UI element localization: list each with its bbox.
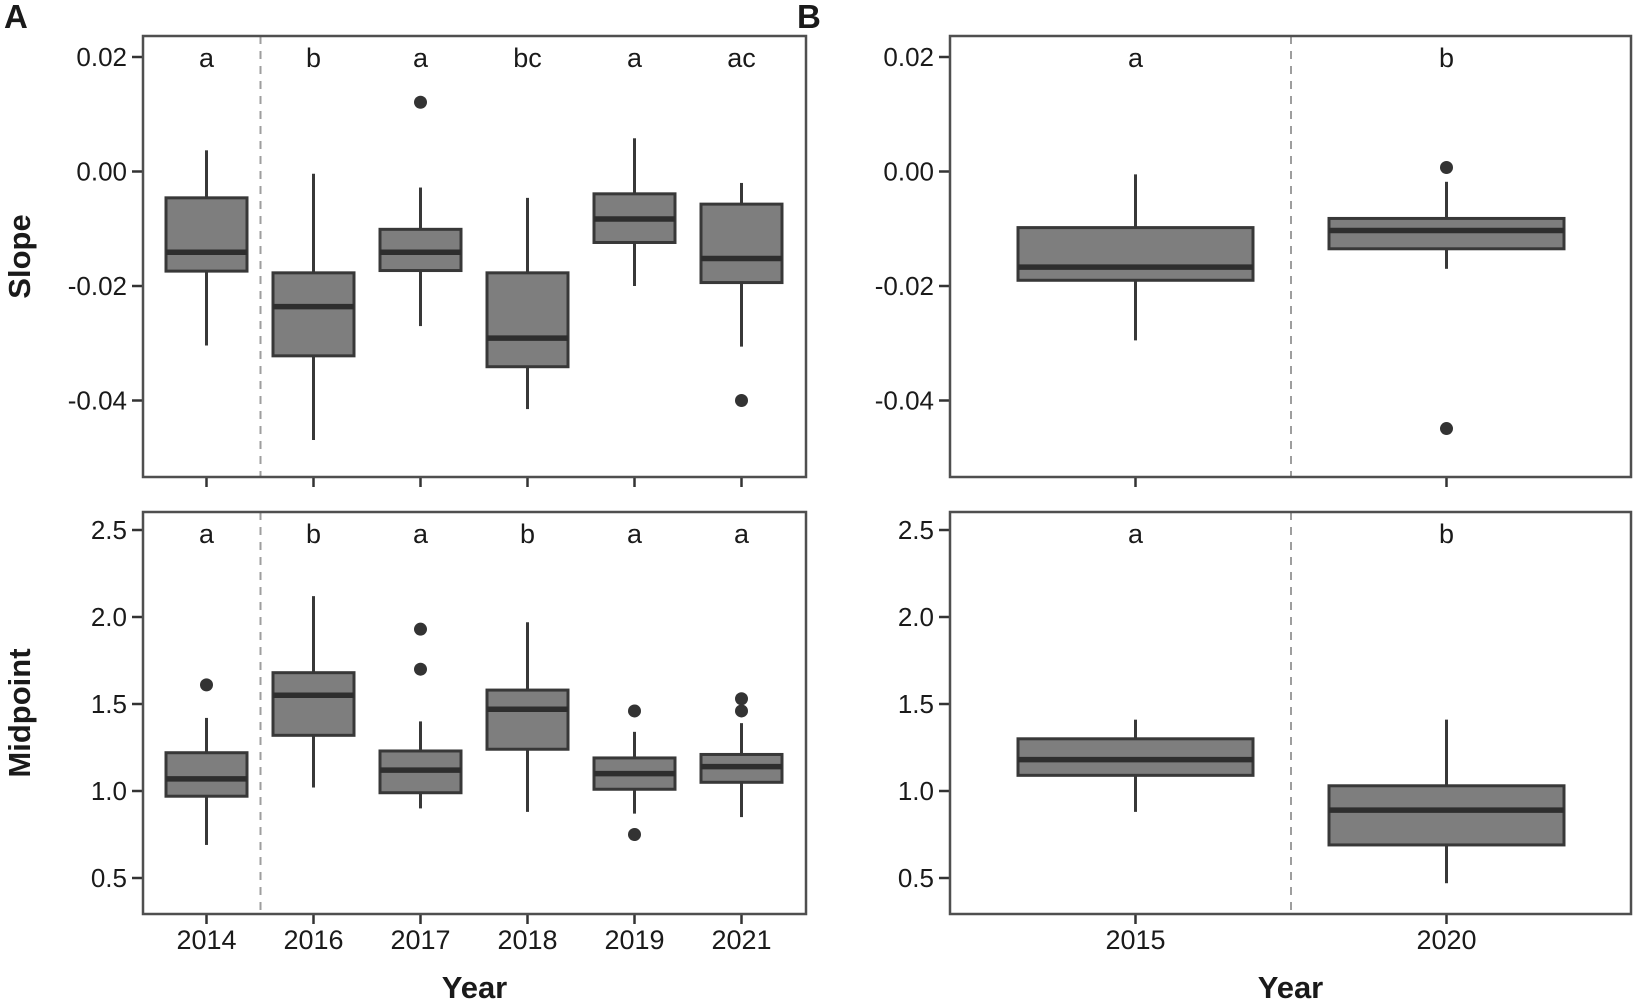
- outlier-point: [1440, 422, 1453, 436]
- box-rect: [164, 751, 249, 798]
- outlier-point: [735, 704, 748, 718]
- y-tick-label: 0.02: [883, 42, 934, 72]
- sig-letter: b: [306, 519, 321, 549]
- outlier-point: [414, 662, 427, 676]
- panel-b-slope-plot: 0.02 0.00 -0.02 -0.04 a b: [875, 34, 1633, 487]
- outlier-point: [414, 622, 427, 636]
- y-tick-label: -0.04: [875, 386, 934, 416]
- sig-letter: b: [520, 519, 535, 549]
- x-tick-label: 2017: [390, 925, 450, 955]
- sig-letter: ac: [727, 43, 756, 73]
- y-tick-label: 1.0: [91, 776, 127, 806]
- outlier-point: [414, 95, 427, 109]
- y-tick-label: 1.5: [91, 689, 127, 719]
- outlier-point: [200, 678, 213, 692]
- panel-b-midpoint-plot: 2.5 2.0 1.5 1.0 0.5 2015 a 2020 b: [898, 510, 1633, 955]
- panel-border: [948, 34, 1633, 479]
- sig-letter: b: [1439, 43, 1454, 73]
- x-tick-label: 2014: [176, 925, 236, 955]
- y-tick-label: 2.5: [91, 515, 127, 545]
- box-rect: [699, 202, 784, 285]
- box-rect: [1327, 216, 1566, 251]
- y-tick-label: 2.0: [898, 602, 934, 632]
- box-rect: [271, 671, 356, 737]
- sig-letter: b: [306, 43, 321, 73]
- panel-border: [141, 510, 808, 916]
- sig-letter: bc: [513, 43, 542, 73]
- box-rect: [164, 196, 249, 273]
- outlier-point: [1440, 160, 1453, 174]
- y-tick-label: -0.02: [875, 271, 934, 301]
- x-tick-label: 2015: [1105, 925, 1165, 955]
- x-tick-label: 2021: [711, 925, 771, 955]
- y-tick-label: 0.00: [883, 157, 934, 187]
- box-rect: [485, 271, 570, 369]
- y-axis-title-slope: Slope: [2, 214, 37, 298]
- panel-a-slope-plot: 0.02 0.00 -0.02 -0.04 a b a bc a ac: [68, 34, 808, 487]
- y-tick-label: -0.02: [68, 271, 127, 301]
- y-tick-label: 1.0: [898, 776, 934, 806]
- sig-letter: a: [199, 43, 215, 73]
- panel-border: [141, 34, 808, 479]
- y-tick-label: 0.02: [76, 42, 127, 72]
- box-rect: [271, 271, 356, 358]
- sig-letter: a: [199, 519, 215, 549]
- panel-border: [948, 510, 1633, 916]
- box-rect: [1327, 784, 1566, 847]
- box-rect: [1016, 226, 1255, 282]
- panel-a-midpoint-plot: 2.5 2.0 1.5 1.0 0.5 2014 a 2016 b 2017 a 2018 b 2019 a…: [91, 510, 808, 955]
- y-tick-label: 0.5: [898, 863, 934, 893]
- sig-letter: a: [413, 519, 429, 549]
- x-axis-title-a: Year: [442, 970, 508, 1002]
- x-axis-title-b: Year: [1258, 970, 1324, 1002]
- y-tick-label: 0.00: [76, 157, 127, 187]
- panel-b-tag: B: [797, 0, 821, 35]
- sig-letter: a: [413, 43, 429, 73]
- y-tick-label: 0.5: [91, 863, 127, 893]
- panel-background: [143, 36, 806, 477]
- y-tick-label: 1.5: [898, 689, 934, 719]
- sig-letter: a: [627, 43, 643, 73]
- panel-background: [143, 512, 806, 914]
- y-tick-label: 2.5: [898, 515, 934, 545]
- box-rect: [485, 688, 570, 751]
- x-tick-label: 2020: [1416, 925, 1476, 955]
- y-tick-label: 2.0: [91, 602, 127, 632]
- outlier-point: [735, 692, 748, 706]
- panel-a-tag: A: [4, 0, 28, 35]
- outlier-point: [628, 828, 641, 841]
- x-tick-label: 2018: [497, 925, 557, 955]
- sig-letter: a: [1128, 519, 1144, 549]
- outlier-point: [628, 704, 641, 718]
- sig-letter: b: [1439, 519, 1454, 549]
- x-tick-label: 2016: [283, 925, 343, 955]
- y-tick-label: -0.04: [68, 386, 127, 416]
- sig-letter: a: [734, 519, 750, 549]
- sig-letter: a: [1128, 43, 1144, 73]
- y-axis-title-midpoint: Midpoint: [2, 648, 37, 777]
- sig-letter: a: [627, 519, 643, 549]
- x-tick-label: 2019: [604, 925, 664, 955]
- outlier-point: [735, 394, 748, 407]
